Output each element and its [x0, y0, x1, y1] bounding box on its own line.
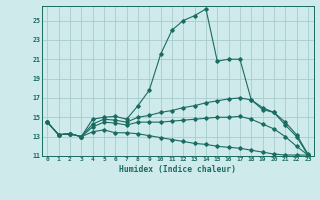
- X-axis label: Humidex (Indice chaleur): Humidex (Indice chaleur): [119, 165, 236, 174]
